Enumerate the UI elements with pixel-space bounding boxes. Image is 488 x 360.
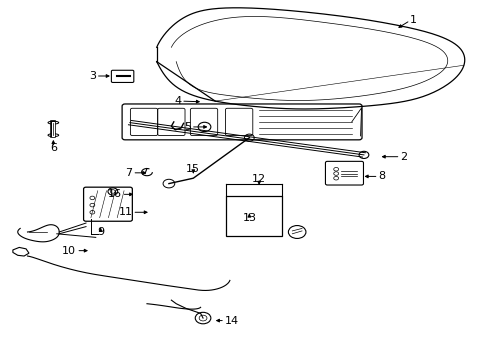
Text: 12: 12 — [251, 174, 265, 184]
Text: 10: 10 — [62, 246, 76, 256]
Text: 1: 1 — [409, 15, 416, 26]
Text: 15: 15 — [186, 164, 200, 174]
Text: 4: 4 — [174, 96, 181, 106]
Text: 11: 11 — [118, 207, 132, 217]
Text: 5: 5 — [183, 122, 190, 132]
Text: 3: 3 — [89, 71, 96, 81]
Text: 13: 13 — [242, 213, 256, 222]
Text: 16: 16 — [107, 189, 122, 199]
Bar — [225, 196, 282, 235]
Text: 6: 6 — [50, 143, 57, 153]
Text: 7: 7 — [125, 168, 132, 178]
Text: 2: 2 — [400, 152, 407, 162]
Text: 8: 8 — [378, 171, 385, 181]
Text: 9: 9 — [97, 227, 104, 237]
Text: 14: 14 — [224, 316, 239, 325]
